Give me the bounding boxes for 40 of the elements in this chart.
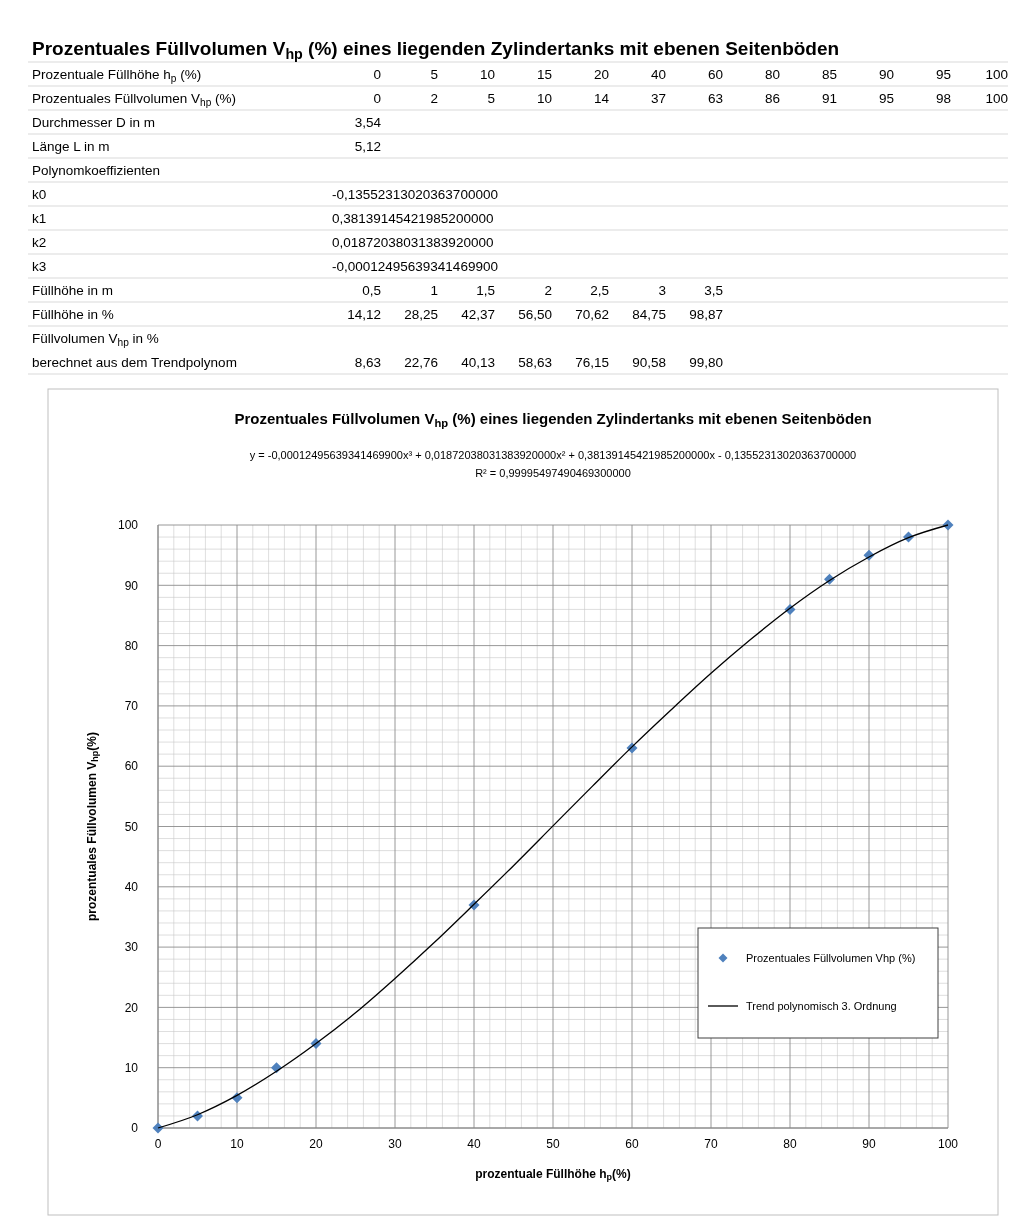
y-tick-label: 60 bbox=[124, 759, 139, 774]
x-tick-label: 50 bbox=[546, 1137, 560, 1151]
text: Prozentuales Füllvolumen V$_{hp}$ (%) eines liegenden Zylindertanks mit ebenen Seitenböden bbox=[32, 38, 840, 62]
x-tick-label: 0 bbox=[154, 1137, 162, 1151]
y-tick-label: 90 bbox=[124, 578, 139, 593]
y-tick-label: 100 bbox=[117, 518, 139, 533]
legend-label: Trend polynomisch 3. Ordnung bbox=[746, 999, 897, 1012]
chart-title: Prozentuales Füllvolumen V$_{hp}$ (%) eines liegenden Zylindertanks mit ebenen Seitenböden bbox=[234, 410, 872, 429]
y-tick-label: 80 bbox=[124, 638, 139, 653]
x-tick-label: 80 bbox=[783, 1137, 797, 1151]
text: k2 0,01872038031383920000 bbox=[32, 235, 494, 250]
text: k1 0,38139145421985200000 bbox=[32, 211, 494, 226]
text: k3 -0,00012495639341469900 bbox=[32, 259, 498, 274]
x-tick-label: 10 bbox=[230, 1137, 244, 1151]
x-tick-label: 30 bbox=[388, 1137, 402, 1151]
text: Füllhöhe in m 0,5 1 1,5 2 2,5 3 3,5 bbox=[32, 283, 723, 298]
chart-subtitle: y = -0,00012495639341469900x³ + 0,01872038031383920000x² + 0,38139145421985200000x - 0,13552313020363700000 R² = 0,99995497490469300000 bbox=[249, 449, 857, 479]
text: k0 -0,13552313020363700000 bbox=[32, 187, 498, 202]
text: Füllvolumen V$_{hp}$ in % berechnet aus dem Trendpolynom 8,63 22,76 40,13 58,63 76,15 90,58 99,80 bbox=[32, 331, 723, 370]
x-axis-title: prozentuale Füllhöhe h$_{p}$(%) bbox=[475, 1167, 631, 1183]
x-tick-label: 70 bbox=[704, 1137, 718, 1151]
legend-label: Prozentuales Füllvolumen Vhp (%) bbox=[746, 951, 916, 964]
text: Durchmesser D in m 3,54 bbox=[32, 115, 381, 130]
y-tick-label: 30 bbox=[124, 940, 139, 955]
x-tick-label: 100 bbox=[937, 1137, 959, 1151]
text: Länge L in m 5,12 bbox=[32, 139, 381, 154]
text: Prozentuale Füllhöhe h$_{p}$ (%) 0 5 10 15 20 40 60 80 85 90 95 100 bbox=[32, 67, 1008, 84]
y-tick-label: 0 bbox=[131, 1121, 139, 1136]
x-tick-label: 90 bbox=[862, 1137, 876, 1151]
text: Füllhöhe in % 14,12 28,25 42,37 56,50 70,62 84,75 98,87 bbox=[32, 307, 723, 322]
y-tick-label: 40 bbox=[124, 880, 139, 894]
y-tick-label: 50 bbox=[124, 819, 139, 834]
text: Polynomkoeffizienten bbox=[32, 163, 161, 178]
y-tick-label: 10 bbox=[124, 1060, 139, 1075]
text: Prozentuales Füllvolumen V$_{hp}$ (%) 0 2 5 10 14 37 63 86 91 95 98 100 bbox=[32, 91, 1008, 108]
x-tick-label: 60 bbox=[625, 1137, 639, 1151]
y-tick-label: 70 bbox=[124, 699, 139, 714]
x-tick-label: 20 bbox=[309, 1137, 323, 1151]
x-tick-label: 40 bbox=[467, 1137, 481, 1151]
y-tick-label: 20 bbox=[124, 1000, 139, 1015]
